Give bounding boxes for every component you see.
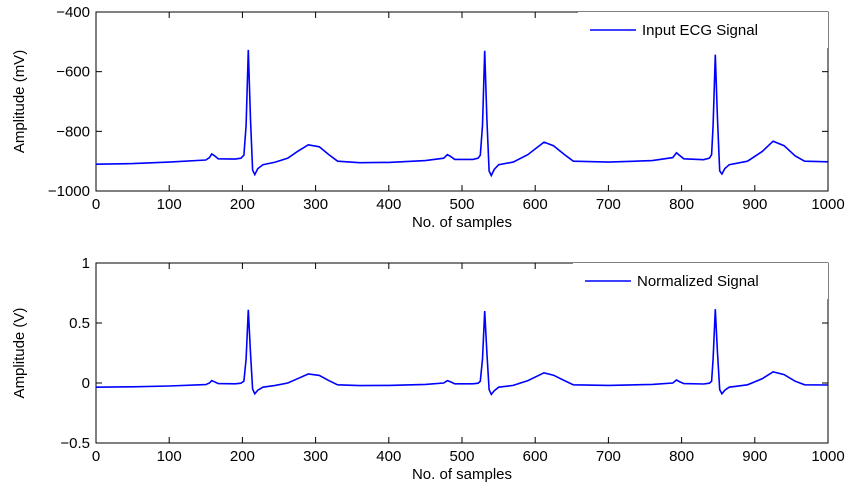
x-tick-label: 500	[449, 448, 474, 465]
x-tick-label: 600	[523, 196, 548, 213]
x-ticks: 0 100 200 300 400 500 600 700 800 900 1000	[92, 263, 845, 465]
y-tick-label: −1000	[48, 183, 90, 200]
x-axis-label: No. of samples	[412, 214, 512, 231]
x-tick-label: 1000	[811, 448, 844, 465]
y-axis-label: Amplitude (V)	[11, 308, 28, 399]
legend: Normalized Signal	[573, 263, 828, 299]
y-ticks: −1000 −800 −600 −400	[48, 4, 828, 200]
y-axis-label: Amplitude (mV)	[11, 50, 28, 153]
series-line	[95, 309, 829, 396]
y-tick-label: −0.5	[60, 435, 90, 452]
x-tick-label: 1000	[811, 196, 844, 213]
legend-label: Input ECG Signal	[642, 22, 758, 39]
x-tick-label: 0	[92, 196, 100, 213]
x-tick-label: 500	[449, 196, 474, 213]
x-tick-label: 800	[669, 196, 694, 213]
x-tick-label: 200	[230, 196, 255, 213]
x-tick-label: 0	[92, 448, 100, 465]
x-tick-label: 400	[376, 196, 401, 213]
x-tick-label: 600	[523, 448, 548, 465]
x-tick-label: 100	[157, 448, 182, 465]
x-tick-label: 900	[742, 196, 767, 213]
x-tick-label: 300	[303, 196, 328, 213]
y-tick-label: 0	[82, 375, 90, 392]
legend-label: Normalized Signal	[637, 273, 759, 290]
x-tick-label: 900	[742, 448, 767, 465]
x-tick-label: 200	[230, 448, 255, 465]
y-tick-label: −800	[56, 123, 90, 140]
y-tick-label: −600	[56, 64, 90, 81]
chart-bottom: 0 100 200 300 400 500 600 700 800 900 1000 −0.500.…	[11, 255, 845, 483]
x-ticks: 0 100 200 300 400 500 600 700 800 900 1000	[92, 12, 845, 213]
y-tick-label: −400	[56, 4, 90, 21]
x-tick-label: 300	[303, 448, 328, 465]
series-line	[95, 49, 829, 178]
y-tick-label: 1	[82, 255, 90, 272]
x-tick-label: 800	[669, 448, 694, 465]
x-tick-label: 700	[596, 448, 621, 465]
chart-top: 0 100 200 300 400 500 600 700 800 900 1000 −1000 −8…	[11, 4, 845, 231]
x-axis-label: No. of samples	[412, 466, 512, 483]
x-tick-label: 100	[157, 196, 182, 213]
x-tick-label: 400	[376, 448, 401, 465]
y-tick-label: 0.5	[69, 315, 90, 332]
legend: Input ECG Signal	[578, 12, 828, 48]
x-tick-label: 700	[596, 196, 621, 213]
y-ticks: −0.5 0 0.5 1	[60, 255, 828, 452]
